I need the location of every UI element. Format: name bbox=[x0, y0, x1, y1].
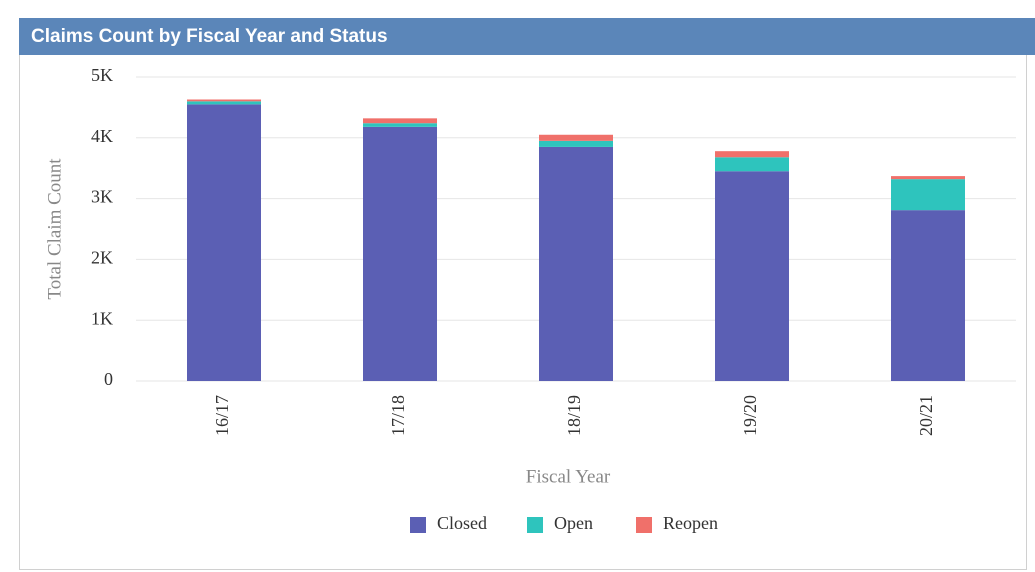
bar-segment bbox=[715, 157, 789, 172]
y-axis-title: Total Claim Count bbox=[44, 158, 65, 300]
bar-segment bbox=[715, 171, 789, 381]
y-tick-label: 4K bbox=[91, 126, 113, 146]
legend-swatch bbox=[636, 517, 652, 533]
y-tick-label: 5K bbox=[91, 65, 113, 85]
bar-segment bbox=[891, 176, 965, 180]
legend-label: Open bbox=[554, 513, 593, 533]
y-tick-label: 2K bbox=[91, 248, 113, 268]
bar-segment bbox=[891, 210, 965, 381]
legend-swatch bbox=[410, 517, 426, 533]
x-tick-label: 16/17 bbox=[212, 395, 232, 436]
bar-segment bbox=[715, 151, 789, 158]
panel bbox=[19, 18, 1027, 570]
legend-label: Reopen bbox=[663, 513, 718, 533]
bar-segment bbox=[363, 118, 437, 124]
chart-title: Claims Count by Fiscal Year and Status bbox=[31, 26, 388, 47]
x-axis-title: Fiscal Year bbox=[526, 466, 611, 487]
legend-swatch bbox=[527, 517, 543, 533]
bar-segment bbox=[539, 146, 613, 381]
legend-label: Closed bbox=[437, 513, 487, 533]
bar-segment bbox=[187, 99, 261, 102]
bar-segment bbox=[539, 140, 613, 147]
bar-segment bbox=[539, 134, 613, 141]
x-tick-label: 17/18 bbox=[388, 395, 408, 436]
bar-segment bbox=[363, 123, 437, 127]
bar-segment bbox=[891, 179, 965, 211]
bar-segment bbox=[363, 126, 437, 381]
header-bar bbox=[19, 18, 1035, 55]
y-tick-label: 1K bbox=[91, 308, 113, 328]
x-tick-label: 19/20 bbox=[740, 395, 760, 436]
x-tick-label: 18/19 bbox=[564, 395, 584, 436]
bar-segment bbox=[187, 104, 261, 382]
x-tick-label: 20/21 bbox=[916, 395, 936, 436]
y-tick-label: 0 bbox=[104, 369, 113, 389]
y-tick-label: 3K bbox=[91, 187, 113, 207]
bar-segment bbox=[187, 101, 261, 105]
